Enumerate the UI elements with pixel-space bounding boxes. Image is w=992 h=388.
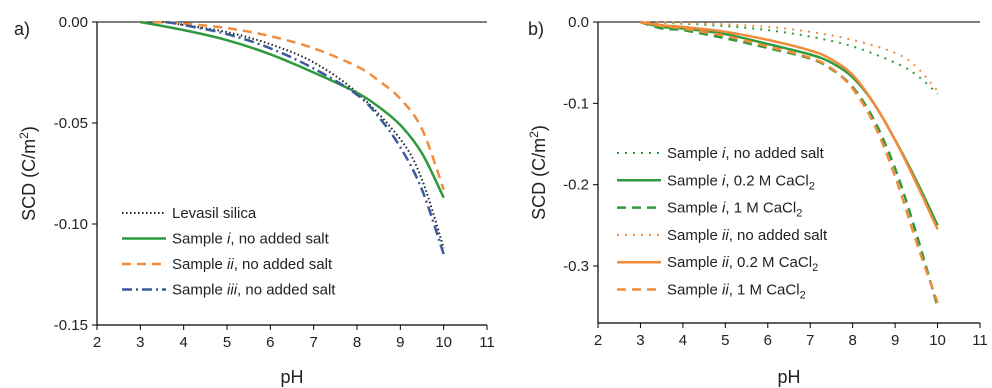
panel-b-legend-entry: Sample ii, 0.2 M CaCl2 [667,254,818,274]
panel-b-x-tick-label: 8 [848,332,856,349]
panel-a-x-tick-label: 6 [266,334,274,351]
panel-b-legend-entry: Sample ii, 1 M CaCl2 [667,282,806,302]
panel-b-x-tick-label: 10 [929,332,946,349]
panel-b-y-tick-label: -0.2 [563,177,589,194]
panel-b-legend-entry: Sample ii, no added salt [667,227,828,244]
panel-a-x-tick-label: 5 [223,334,231,351]
panel-b-x-tick-label: 7 [806,332,814,349]
panel-b-x-tick-label: 9 [891,332,899,349]
panel-b-x-tick-label: 5 [721,332,729,349]
panel-b-x-tick-label: 11 [972,332,988,349]
panel-b-x-tick-label: 2 [594,332,602,349]
panel-a-x-tick-label: 7 [309,334,317,351]
panel-b-series-line-0 [640,21,939,95]
panel-a-x-tick-label: 9 [396,334,404,351]
panel-b-x-tick-label: 4 [679,332,687,349]
panel-a-y-tick-label: -0.15 [54,317,88,334]
panel-b-y-axis-title: SCD (C/m2) [527,125,549,220]
panel-a-x-tick-label: 11 [479,334,495,351]
panel-a-series-line-3 [166,20,445,255]
panel-a: 2 3 4 5 6 7 8 9 10 11 0.00 -0.05 -0.10 -0.15 a) pH SCD (… [14,14,495,387]
panel-b: 2 3 4 5 6 7 8 9 10 11 0.0 -0.1 -0.2 -0.3 b) pH SCD (C/m2… [527,14,988,387]
panel-b-legend-entry: Sample i, 1 M CaCl2 [667,200,802,220]
panel-a-x-tick-label: 10 [435,334,452,351]
panel-b-x-axis-title: pH [777,367,800,387]
panel-a-y-tick-label: -0.10 [54,216,88,233]
panel-b-series-line-3 [640,21,939,92]
panel-b-y-tick-label: -0.3 [563,258,589,275]
panel-a-legend-entry: Sample ii, no added salt [172,256,333,273]
panel-b-y-tick-label: 0.0 [568,14,589,31]
panel-b-series-line-2 [640,20,939,308]
panel-a-x-tick-label: 3 [136,334,144,351]
panel-b-x-tick-label: 3 [636,332,644,349]
panel-a-x-tick-label: 2 [93,334,101,351]
panel-a-series-line-2 [153,20,445,191]
panel-b-series-line-4 [640,20,939,230]
panel-a-x-tick-label: 4 [179,334,187,351]
panel-b-y-tick-label: -0.1 [563,95,589,112]
panel-a-legend-entry: Levasil silica [172,205,257,222]
panel-a-series-line-1 [140,20,445,199]
panel-a-legend-entry: Sample iii, no added salt [172,282,336,299]
panel-a-label: a) [14,19,30,39]
panel-b-label: b) [528,19,544,39]
panel-b-x-tick-label: 6 [764,332,772,349]
panel-a-y-tick-label: 0.00 [59,14,88,31]
panel-b-legend-entry: Sample i, 0.2 M CaCl2 [667,172,815,192]
panel-a-legend-entry: Sample i, no added salt [172,231,330,248]
panel-a-y-tick-label: -0.05 [54,115,88,132]
panel-a-y-axis-title: SCD (C/m2) [17,126,39,221]
panel-a-x-axis-title: pH [280,367,303,387]
panel-b-legend-entry: Sample i, no added salt [667,145,825,162]
panel-a-x-tick-label: 8 [353,334,361,351]
panel-b-legend: Sample i, no added salt Sample i, 0.2 M C… [617,145,828,302]
panel-a-legend: Levasil silica Sample i, no added salt Sam… [122,205,336,299]
